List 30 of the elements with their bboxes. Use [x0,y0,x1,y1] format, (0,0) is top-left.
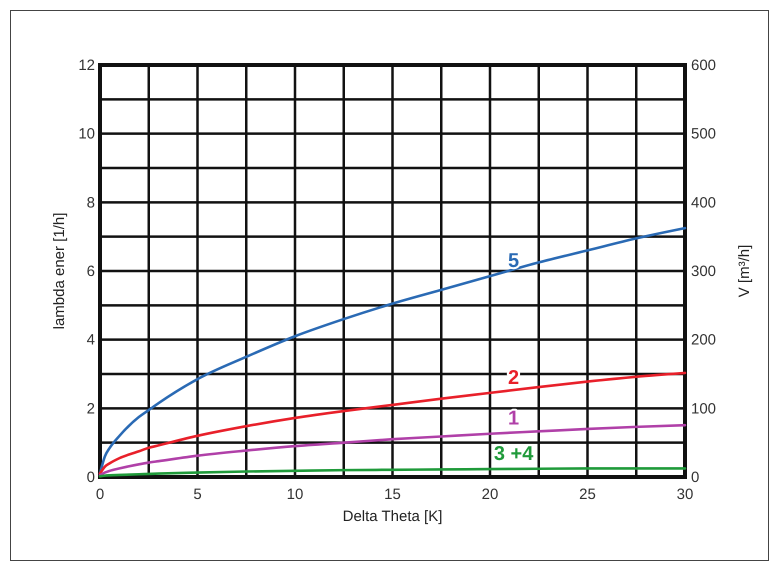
y-tick-label: 4 [86,332,95,349]
x-tick-label: 30 [676,486,694,503]
y-tick-label: 6 [86,263,95,280]
x-tick-label: 25 [579,486,596,503]
line-series [98,424,686,477]
x-tick-label: 15 [384,486,401,503]
series-label: 3 +4 [494,443,534,466]
line-series [98,372,686,475]
y2-axis-title: V [m³/h] [736,244,753,298]
y-tick-label: 10 [78,126,95,143]
y-tick-label: 2 [86,400,95,418]
y2-tick-label: 0 [691,469,700,486]
y2-tick-label: 200 [691,332,716,349]
x-tick-label: 10 [286,486,304,503]
x-tick-label: 5 [193,486,202,503]
y2-tick-label: 500 [691,126,716,143]
x-tick-label: 20 [482,486,498,503]
x-axis-title: Delta Theta [K] [342,508,442,525]
y-tick-label: 12 [78,57,95,74]
line-series [98,467,686,478]
y-axis-title: lambda ener [1/h] [51,212,68,330]
y2-tick-label: 100 [691,400,716,418]
series-label: 5 [508,250,520,272]
line-series [98,226,686,475]
y2-tick-label: 600 [691,57,716,74]
y-tick-label: 8 [86,194,95,212]
y-tick-label: 0 [86,469,95,486]
y2-tick-label: 400 [691,194,716,212]
y2-tick-label: 300 [691,263,716,280]
series-label: 1 [508,408,520,430]
